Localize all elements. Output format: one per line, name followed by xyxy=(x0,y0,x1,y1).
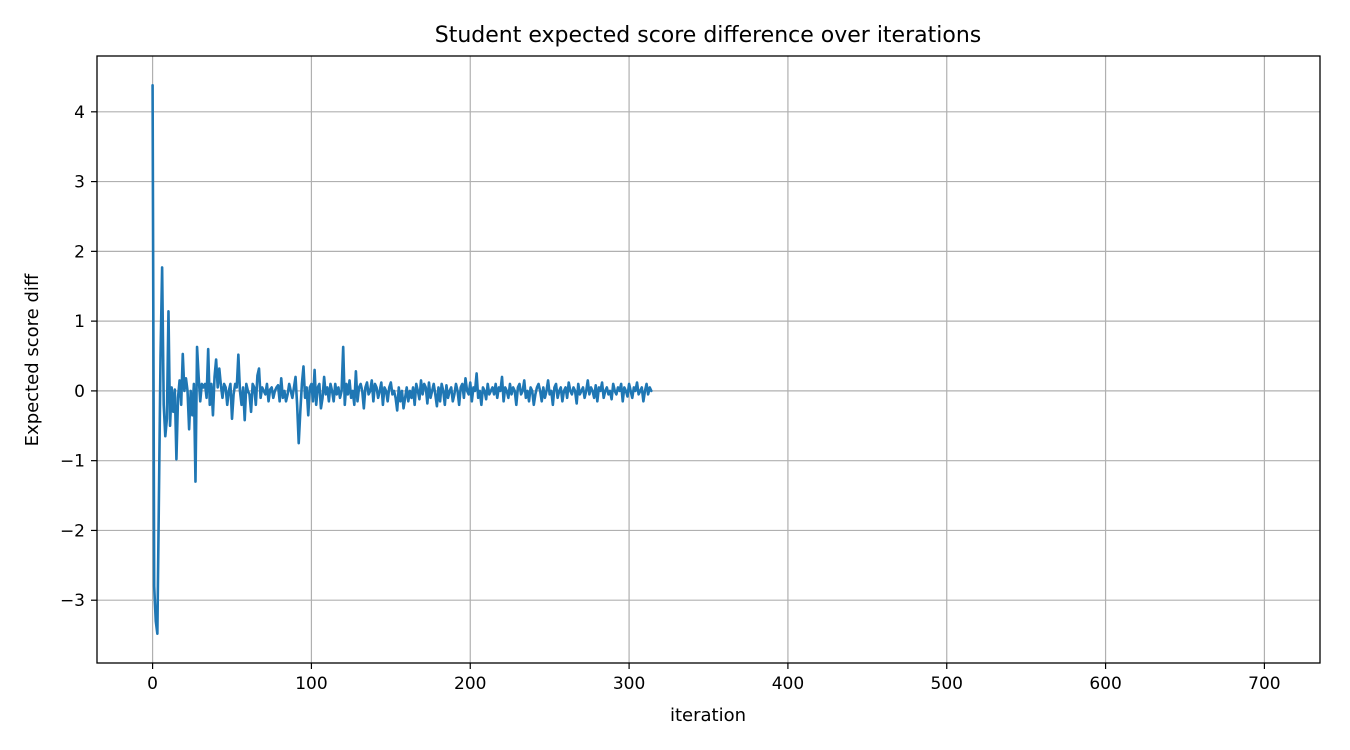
y-tick-label: −3 xyxy=(60,591,85,611)
x-tick-label: 0 xyxy=(147,674,158,694)
y-tick-label: 4 xyxy=(74,103,85,123)
x-tick-label: 100 xyxy=(295,674,327,694)
x-axis-label: iteration xyxy=(670,705,746,726)
ticks: 0 100 200 300 400 500 600 700 −3 −2 −1 0 1 2 3 4 xyxy=(60,103,1281,694)
plot-frame xyxy=(96,55,1321,664)
x-tick-label: 600 xyxy=(1089,674,1121,694)
chart-title: Student expected score difference over i… xyxy=(435,23,981,48)
x-tick-label: 200 xyxy=(454,674,486,694)
y-tick-label: 2 xyxy=(74,242,85,262)
y-axis-label: Expected score diff xyxy=(22,273,43,446)
x-tick-label: 300 xyxy=(613,674,645,694)
x-tick-label: 500 xyxy=(931,674,963,694)
x-tick-label: 700 xyxy=(1248,674,1280,694)
y-tick-label: −1 xyxy=(60,452,85,472)
y-tick-label: 3 xyxy=(74,173,85,193)
series-layer xyxy=(151,84,653,636)
y-tick-label: 0 xyxy=(74,382,85,402)
series-line-0 xyxy=(151,84,653,636)
y-tick-label: −2 xyxy=(60,521,85,541)
y-tick-label: 1 xyxy=(74,312,85,332)
x-tick-label: 400 xyxy=(772,674,804,694)
